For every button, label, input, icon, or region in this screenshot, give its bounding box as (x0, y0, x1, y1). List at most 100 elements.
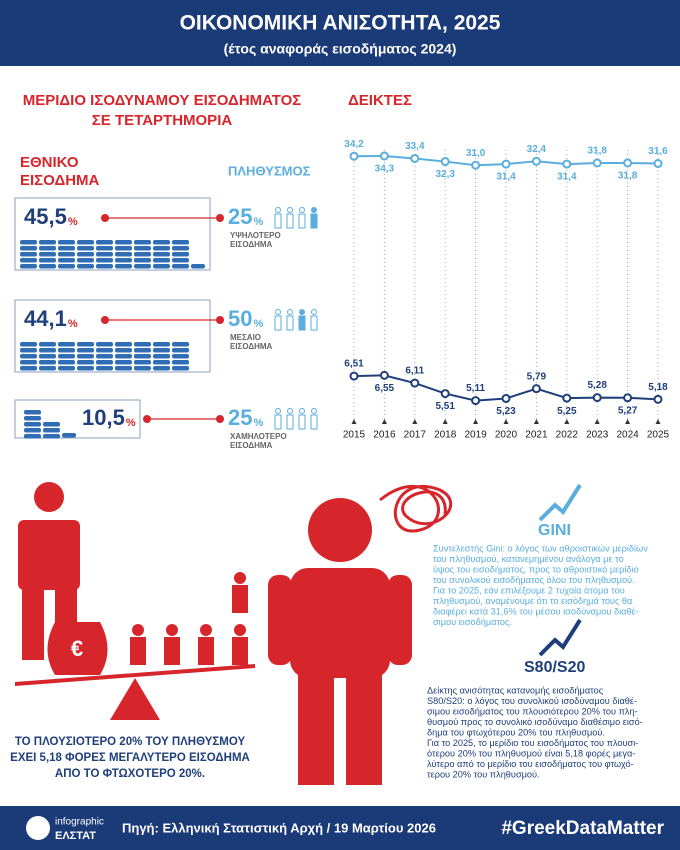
x-tick-label: 2022 (556, 430, 579, 441)
coin (172, 354, 189, 359)
source: Πηγή: Ελληνική Στατιστική Αρχή / 19 Μαρτ… (122, 820, 436, 835)
person-icon (275, 309, 281, 315)
data-label: 5,79 (527, 371, 547, 382)
population-unit: % (253, 216, 263, 228)
data-label: 31,0 (466, 148, 486, 159)
tick-mark (533, 419, 539, 424)
illustration: € (15, 482, 582, 785)
coin (20, 246, 37, 251)
coin (77, 252, 94, 257)
tick-mark (351, 419, 357, 424)
person-icon (310, 414, 318, 430)
data-point (562, 159, 572, 169)
income-box (14, 197, 211, 271)
coin (39, 246, 56, 251)
coin (96, 240, 113, 245)
coin (58, 246, 75, 251)
coin (58, 342, 75, 347)
coin (96, 264, 113, 269)
subtitle: (έτος αναφοράς εισοδήματος 2024) (224, 41, 457, 57)
coin (77, 264, 94, 269)
coin (153, 342, 170, 347)
coin (191, 264, 205, 269)
population-share: 25 (228, 204, 252, 229)
coin (172, 246, 189, 251)
coin (39, 240, 56, 245)
tick-mark (503, 419, 509, 424)
data-label: 5,23 (496, 406, 516, 417)
section-title: ΣΕ ΤΕΤΑΡΤΗΜΟΡΙΑ (92, 112, 233, 129)
data-point (531, 156, 541, 166)
coin (39, 348, 56, 353)
coin (172, 258, 189, 263)
caption-line: ΤΟ ΠΛΟΥΣΙΟΤΕΡΟ 20% ΤΟΥ ΠΛΗΘΥΣΜΟΥ (15, 736, 246, 748)
tick-mark (381, 419, 387, 424)
tick-mark (655, 419, 661, 424)
x-tick-label: 2017 (404, 430, 427, 441)
coin (153, 258, 170, 263)
note-line: διαφέρει κατά 31,6% του μέσου ισοδύναμου… (433, 606, 639, 616)
brand: ΕΛΣΤΑΤ (55, 830, 96, 842)
x-tick-label: 2018 (434, 430, 457, 441)
data-label: 5,51 (435, 401, 455, 412)
coin (172, 342, 189, 347)
person-icon (286, 213, 294, 229)
coin (39, 354, 56, 359)
coin (134, 264, 151, 269)
person-icon (298, 315, 306, 331)
coin (39, 360, 56, 365)
coin (134, 348, 151, 353)
data-label: 34,3 (375, 164, 395, 175)
coin (20, 342, 37, 347)
coin (20, 348, 37, 353)
coin (96, 246, 113, 251)
income-box (14, 299, 211, 373)
coin (20, 366, 37, 371)
data-label: 31,8 (618, 171, 638, 182)
coin (134, 246, 151, 251)
data-point (592, 158, 602, 168)
coin (134, 366, 151, 371)
coin (58, 252, 75, 257)
data-label: 32,3 (435, 169, 455, 180)
person-icon (299, 309, 305, 315)
coin (58, 366, 75, 371)
group-label: ΕΙΣΟΔΗΜΑ (230, 441, 273, 450)
note-line: θυσμού προς το συνολικό ισοδύναμο διαθέσ… (427, 717, 643, 727)
coin (96, 348, 113, 353)
data-point (349, 151, 359, 161)
person-icon (287, 207, 293, 213)
coin (43, 422, 60, 427)
data-point (501, 393, 511, 403)
coin (153, 246, 170, 251)
header-band (0, 0, 680, 66)
coin (153, 354, 170, 359)
data-point (349, 371, 359, 381)
chart-title: ΔΕΙΚΤΕΣ (348, 92, 412, 109)
person-icon (286, 315, 294, 331)
income-share: 45,5 (24, 204, 67, 229)
data-point (471, 160, 481, 170)
data-point (440, 157, 450, 167)
note-line: δημα του φτωχότερου 20% του πληθυσμού. (427, 727, 605, 737)
coin (43, 434, 60, 439)
tick-mark (473, 419, 479, 424)
coin (43, 428, 60, 433)
section-title: ΜΕΡΙΔΙΟ ΙΣΟΔΥΝΑΜΟΥ ΕΙΣΟΔΗΜΑΤΟΣ (23, 92, 302, 109)
coin (115, 360, 132, 365)
data-point (379, 370, 389, 380)
person-icon (286, 414, 294, 430)
person-icon (274, 414, 282, 430)
caption-line: ΑΠΟ ΤΟ ΦΤΩΧΟΤΕΡΟ 20%. (55, 768, 205, 780)
person-icon (274, 213, 282, 229)
population-unit: % (253, 417, 263, 429)
data-point (501, 159, 511, 169)
population-label: ΠΛΗΘΥΣΜΟΣ (228, 163, 311, 178)
data-label: 31,4 (557, 172, 577, 183)
x-tick-label: 2023 (586, 430, 609, 441)
person-icon (275, 408, 281, 414)
coin (62, 433, 76, 438)
person-icon (275, 207, 281, 213)
hashtag: #GreekDataMatter (501, 818, 664, 839)
